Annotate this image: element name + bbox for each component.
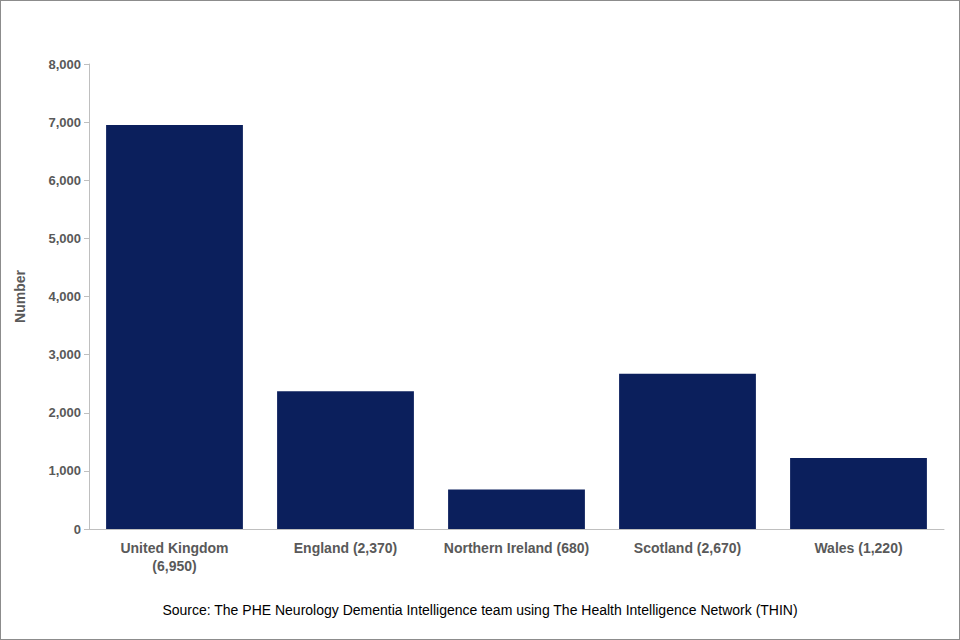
svg-text:Number: Number [12,270,28,323]
svg-text:United Kingdom: United Kingdom [120,540,228,556]
svg-text:Scotland (2,670): Scotland (2,670) [634,540,741,556]
svg-text:7,000: 7,000 [48,115,81,130]
svg-text:4,000: 4,000 [48,289,81,304]
svg-text:8,000: 8,000 [48,57,81,72]
svg-text:6,000: 6,000 [48,173,81,188]
svg-text:England (2,370): England (2,370) [294,540,397,556]
svg-text:0: 0 [74,522,81,537]
svg-text:1,000: 1,000 [48,463,81,478]
svg-text:(6,950): (6,950) [152,558,196,574]
svg-text:3,000: 3,000 [48,347,81,362]
svg-text:Northern Ireland (680): Northern Ireland (680) [444,540,589,556]
svg-text:2,000: 2,000 [48,405,81,420]
svg-text:5,000: 5,000 [48,231,81,246]
svg-text:Source: The PHE Neurology Deme: Source: The PHE Neurology Dementia Intel… [162,602,797,618]
svg-text:Wales (1,220): Wales (1,220) [814,540,902,556]
